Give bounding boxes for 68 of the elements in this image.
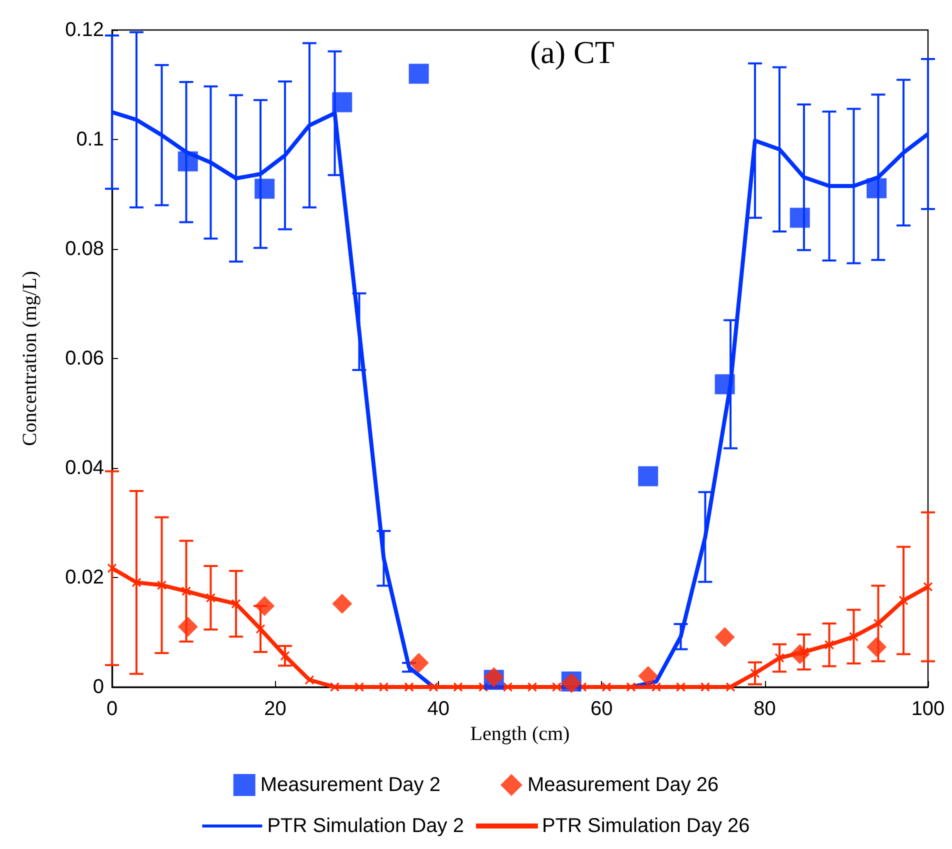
point (256, 624, 266, 634)
y-tick-label: 0.1 (76, 128, 104, 150)
point (726, 682, 736, 692)
point (304, 675, 314, 685)
point (898, 596, 908, 606)
y-tick-label: 0.06 (65, 348, 104, 370)
point (332, 92, 352, 112)
point (206, 592, 216, 603)
x-tick-label: 0 (106, 698, 118, 720)
point (824, 640, 834, 650)
annotation: (a) CT (530, 34, 615, 70)
x-tick-label: 20 (264, 698, 286, 720)
point (638, 666, 658, 686)
point (478, 682, 488, 692)
point (254, 596, 275, 616)
x-tick-label: 80 (754, 698, 776, 720)
x-tick-label: 60 (590, 698, 613, 720)
y-tick-label: 0.12 (65, 19, 104, 41)
y-axis-title: Concentration (mg/L) (19, 271, 41, 446)
point (408, 652, 429, 673)
y-tick-label: 0.04 (65, 457, 104, 479)
point (181, 586, 192, 596)
x-axis-title: Length (cm) (470, 722, 570, 745)
x-tick-label: 40 (427, 698, 450, 720)
point (626, 682, 636, 692)
point (428, 682, 438, 692)
point (676, 682, 686, 692)
point (408, 64, 429, 84)
y-tick-label: 0.08 (65, 238, 104, 260)
legend-label: PTR Simulation Day 26 (542, 815, 750, 837)
point (404, 682, 414, 692)
point (651, 682, 662, 692)
point (873, 618, 884, 628)
point (132, 578, 142, 588)
point (354, 682, 364, 692)
point (502, 682, 513, 692)
point (750, 668, 760, 678)
point (700, 682, 710, 692)
point (107, 563, 117, 573)
point (378, 682, 389, 692)
point (638, 466, 658, 486)
point (330, 682, 340, 692)
point (790, 208, 810, 228)
point (178, 151, 198, 172)
point (866, 637, 887, 658)
x-tick-label: 100 (911, 698, 945, 720)
point (866, 178, 887, 198)
point (774, 653, 784, 663)
point (527, 682, 538, 692)
point (790, 644, 810, 664)
point (714, 627, 735, 648)
point (552, 682, 562, 692)
legend-label: PTR Simulation Day 2 (267, 815, 464, 837)
y-tick-label: 0.02 (65, 566, 104, 588)
point (923, 582, 933, 592)
point (332, 594, 352, 614)
point (453, 682, 463, 692)
point (156, 580, 167, 590)
legend-label: Measurement Day 26 (527, 774, 719, 796)
legend-label: Measurement Day 2 (260, 774, 440, 796)
point (602, 682, 612, 692)
point (231, 598, 241, 609)
point (178, 616, 198, 637)
point (254, 178, 275, 199)
point (280, 650, 290, 661)
point (848, 632, 859, 642)
point (714, 374, 735, 394)
y-tick-label: 0 (92, 676, 104, 698)
